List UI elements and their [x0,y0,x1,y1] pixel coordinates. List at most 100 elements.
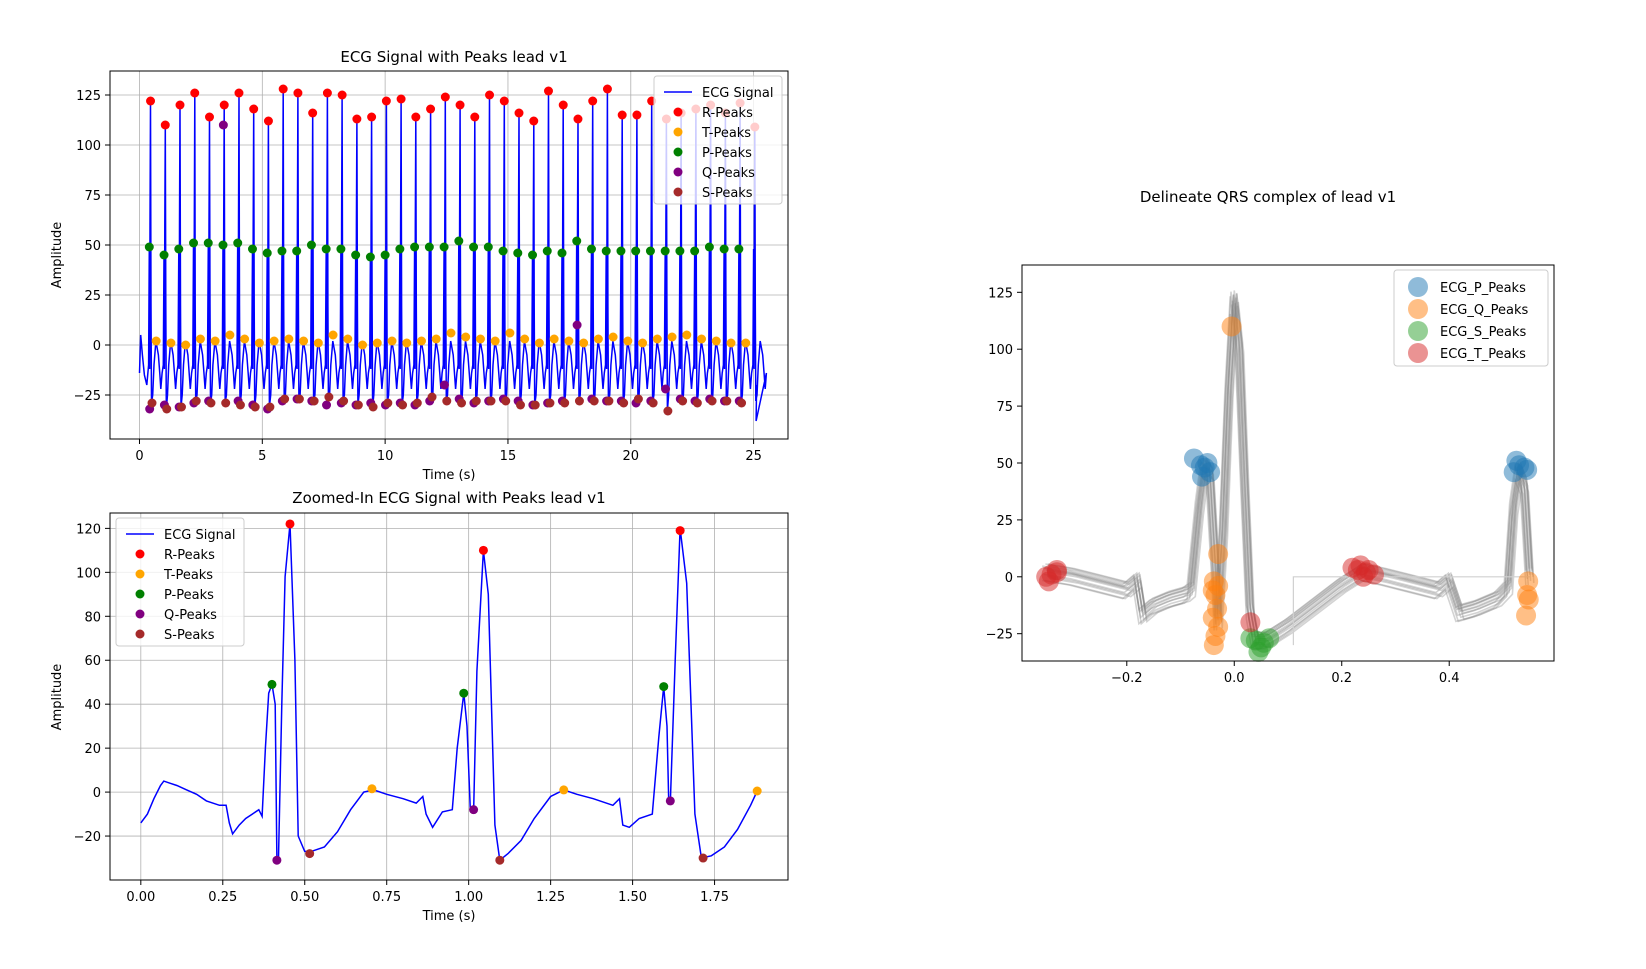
full-ecg-r-peak [440,92,450,102]
zoom-ecg-xtick-label: 0.00 [126,890,155,905]
full-ecg-p-peak [631,246,641,256]
full-ecg-s-peak [604,396,614,406]
qrs-beat-trace [1048,292,1533,636]
full-ecg-xtick-label: 0 [135,449,143,464]
full-ecg-p-peak [351,250,361,260]
zoom-ecg-q-peak [272,855,282,865]
full-ecg-s-peak [501,396,511,406]
full-ecg-t-peak [520,334,530,344]
full-ecg-r-peak [322,88,332,98]
full-ecg-s-peak [191,396,201,406]
full-ecg-legend: ECG Signal R-Peaks T-Peaks P-Peaks Q-Peaks S-… [653,75,783,205]
full-ecg-s-peak [737,398,747,408]
full-ecg-p-peak [528,250,538,260]
full-ecg-s-peak [633,394,643,404]
qrs-s-peak [1259,628,1280,649]
full-ecg-t-peak [593,334,603,344]
full-ecg-t-peak [475,334,485,344]
full-ecg-p-peak [513,248,523,258]
full-ecg-ytick-label: 50 [84,239,101,254]
qrs-beat-trace [1045,294,1530,634]
full-ecg-p-peak [218,240,228,250]
full-ecg-legend-swatch [673,167,683,177]
zoom-ecg-q-peak [665,796,675,806]
full-ecg-r-peak [499,96,509,106]
qrs-legend-swatch [1408,299,1428,319]
full-ecg-r-peak [514,108,524,118]
full-ecg-t-peak [431,334,441,344]
full-ecg-r-peak [470,112,480,122]
full-ecg-r-peak [293,88,303,98]
qrs-legend-swatch [1408,277,1428,297]
full-ecg-r-peak [367,112,377,122]
full-ecg-t-peak [623,336,633,346]
full-ecg-s-peak [339,396,349,406]
full-ecg-s-peak [442,396,452,406]
qrs-beat-trace [1046,290,1531,640]
zoom-ecg-legend-swatch [135,549,145,559]
full-ecg-ylabel: Amplitude [50,222,65,289]
full-ecg-t-peak [313,338,323,348]
zoom-ecg-ticks: 0.00 0.25 0.50 0.75 1.00 1.25 1.50 1.75 −20 0 20 40… [74,522,729,905]
full-ecg-s-peak [619,398,629,408]
full-ecg-r-peak [617,110,627,120]
full-ecg-p-peak [469,242,479,252]
zoom-ecg-ytick-label: −20 [74,830,101,845]
qrs-q-peak [1208,575,1229,596]
full-ecg-ytick-label: 100 [76,139,101,154]
full-ecg-r-peak [396,94,406,104]
full-ecg-s-peak [383,398,393,408]
full-ecg-r-peak [529,116,539,126]
full-ecg-ytick-label: 0 [93,339,101,354]
full-ecg-r-peak [160,120,170,130]
qrs-beat-trace [1042,313,1527,650]
full-ecg-panel: ECG Signal with Peaks lead v1 0 5 10 15 20 25… [50,48,789,483]
full-ecg-ytick-label: 25 [84,289,101,304]
qrs-ytick-label: 125 [988,286,1013,301]
full-ecg-p-peak [380,250,390,260]
full-ecg-r-peak [204,112,214,122]
full-ecg-r-peak [426,104,436,114]
qrs-s-peak [1248,641,1269,662]
qrs-ytick-label: 100 [988,343,1013,358]
zoom-ecg-legend-label: Q-Peaks [164,608,217,623]
full-ecg-s-peak [412,398,422,408]
zoom-ecg-ylabel: Amplitude [50,664,65,731]
qrs-beat-trace [1044,300,1529,650]
full-ecg-r-peak [573,114,583,124]
qrs-beat-trace [1049,305,1534,642]
full-ecg-r-peak [219,100,229,110]
zoom-ecg-xtick-label: 0.75 [372,890,401,905]
full-ecg-p-peak [410,242,420,252]
full-ecg-p-peak [189,238,199,248]
full-ecg-s-peak [280,394,290,404]
full-ecg-legend-label: ECG Signal [702,86,773,101]
full-ecg-p-peak [336,244,346,254]
full-ecg-ytick-label: 75 [84,189,101,204]
full-ecg-p-peak [557,248,567,258]
full-ecg-r-peak [632,110,642,120]
full-ecg-s-peak [515,400,525,410]
full-ecg-s-peak [545,398,555,408]
full-ecg-s-peak [294,394,304,404]
full-ecg-p-peak [690,246,700,256]
full-ecg-s-peak [589,396,599,406]
full-ecg-frame [109,70,789,440]
full-ecg-p-peak [572,236,582,246]
full-ecg-p-peak [395,244,405,254]
full-ecg-r-peak [234,88,244,98]
zoom-ecg-ytick-label: 0 [93,786,101,801]
full-ecg-s-peak [663,406,673,416]
zoom-ecg-legend: ECG Signal R-Peaks T-Peaks P-Peaks Q-Peaks S-… [115,517,245,647]
qrs-legend-label: ECG_S_Peaks [1440,325,1526,340]
full-ecg-t-peak [343,334,353,344]
full-ecg-r-peak [411,112,421,122]
zoom-ecg-r-peak [675,526,685,536]
full-ecg-p-peak [321,244,331,254]
zoom-ecg-legend-label: ECG Signal [164,528,235,543]
full-ecg-t-peak [210,336,220,346]
qrs-legend-box [1393,269,1549,367]
full-ecg-t-peak [269,336,279,346]
full-ecg-q-peak [322,400,332,410]
full-ecg-legend-swatch [673,147,683,157]
